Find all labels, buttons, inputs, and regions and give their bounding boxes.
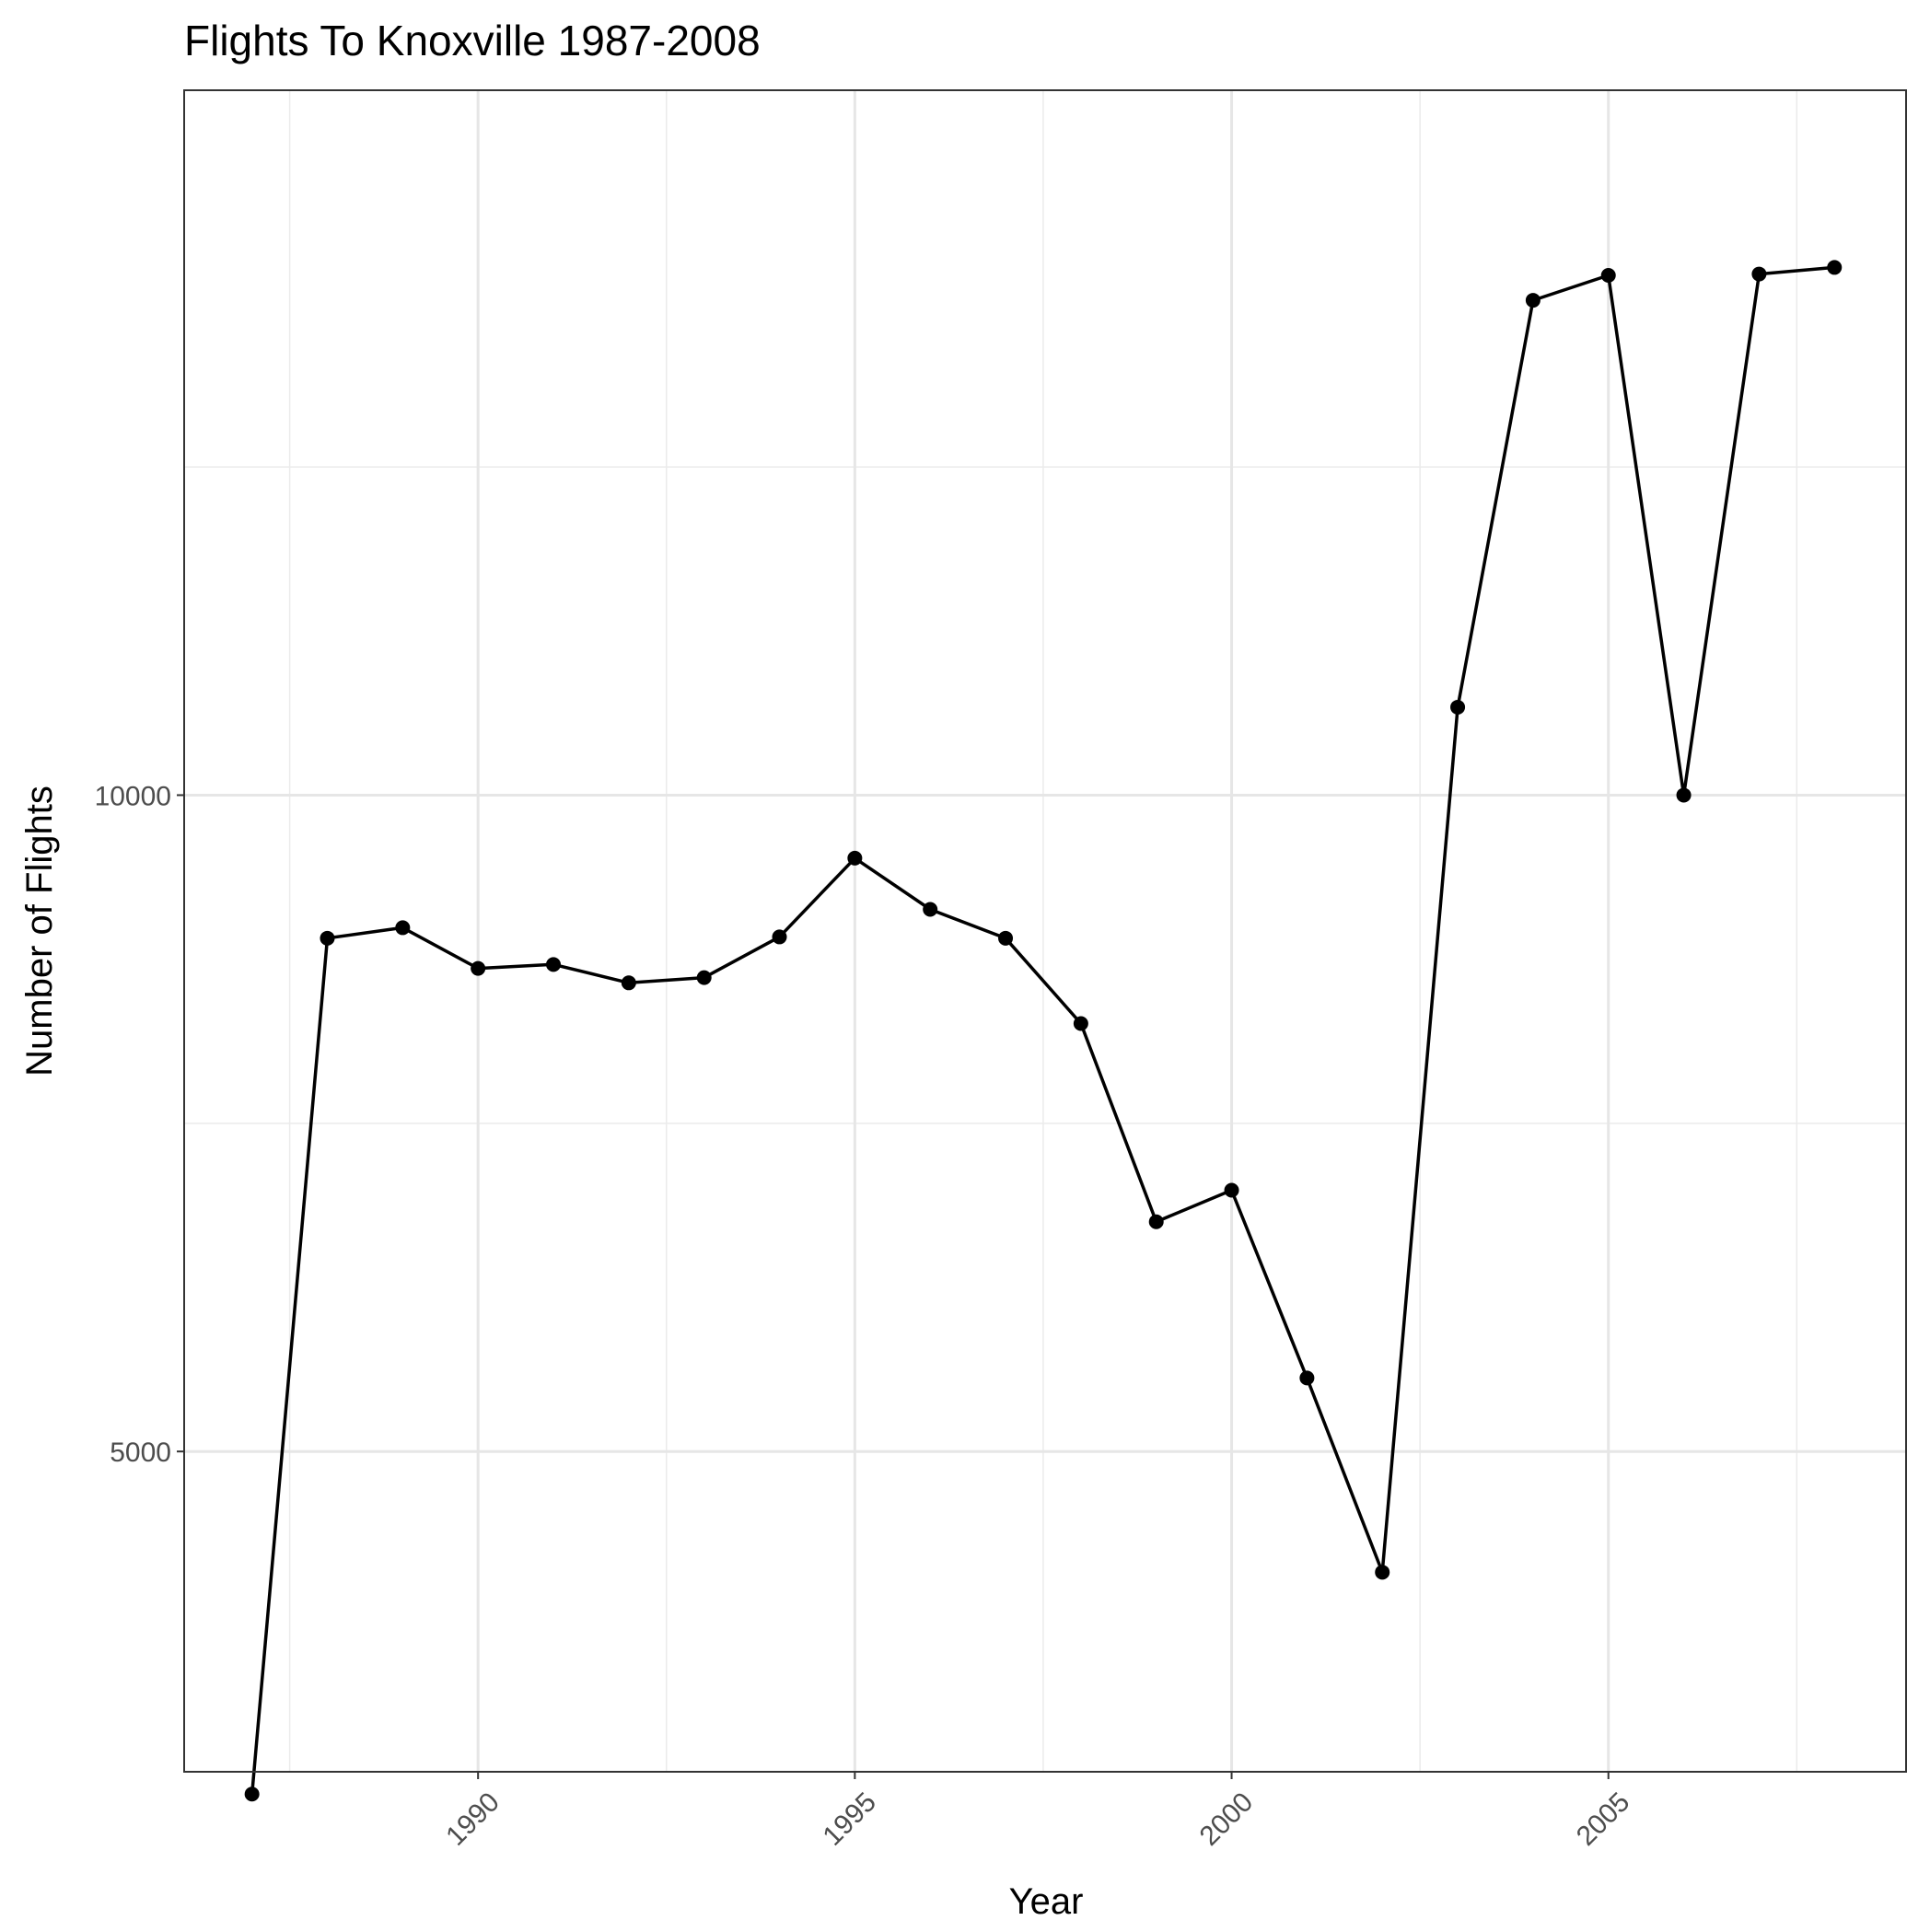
x-axis-title: Year: [1009, 1881, 1084, 1922]
y-tick-label: 5000: [110, 1437, 171, 1468]
data-point: [244, 1787, 260, 1802]
data-point: [998, 930, 1014, 946]
data-point: [1073, 1016, 1088, 1031]
data-point: [1224, 1182, 1239, 1198]
data-point: [1676, 787, 1692, 803]
data-point: [772, 929, 787, 945]
data-point: [1827, 260, 1843, 275]
data-series: [244, 260, 1843, 1802]
data-point: [1525, 293, 1541, 308]
x-tick-label: 1995: [817, 1787, 882, 1852]
data-point: [923, 902, 938, 917]
x-tick-label: 1990: [440, 1787, 506, 1852]
data-point: [320, 930, 335, 946]
data-point: [471, 960, 486, 976]
data-point: [1299, 1370, 1315, 1386]
minor-gridlines: [184, 90, 1906, 1772]
data-point: [1600, 267, 1616, 283]
y-axis-title: Number of Flights: [19, 786, 60, 1077]
data-point: [847, 850, 863, 866]
y-axis: 5000 10000: [95, 781, 184, 1468]
x-tick-label: 2000: [1194, 1787, 1260, 1852]
data-point: [621, 975, 636, 991]
data-point: [1450, 699, 1466, 715]
data-point: [1148, 1214, 1164, 1229]
data-point: [1751, 266, 1767, 282]
chart-title: Flights To Knoxville 1987-2008: [184, 17, 761, 64]
x-axis: 1990 1995 2000 2005: [440, 1772, 1635, 1852]
y-tick-label: 10000: [95, 781, 171, 811]
data-point: [1375, 1565, 1390, 1580]
data-point: [395, 920, 411, 936]
major-gridlines: [184, 90, 1906, 1772]
x-tick-label: 2005: [1571, 1787, 1636, 1852]
series-line: [250, 265, 1835, 1795]
plot-panel-border: [183, 89, 1907, 1773]
data-point: [696, 970, 712, 985]
data-point: [546, 957, 562, 972]
